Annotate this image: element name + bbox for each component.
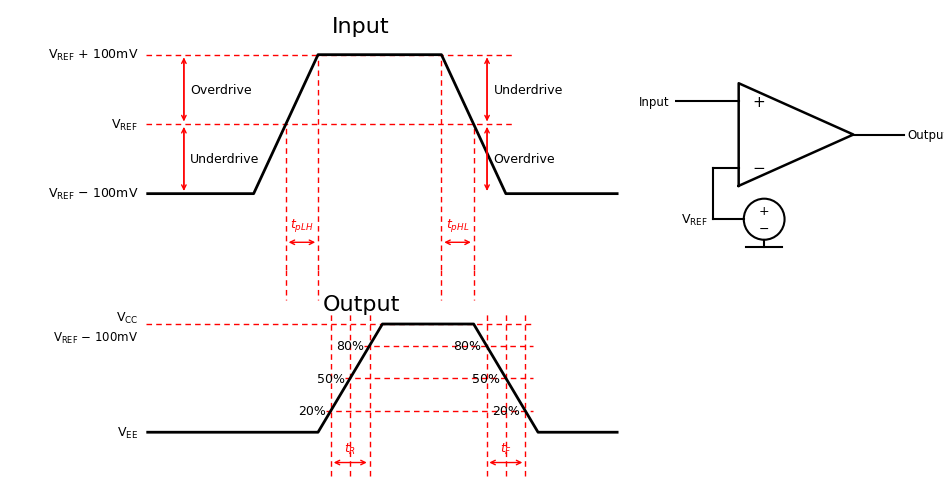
Text: Output: Output [322, 294, 399, 314]
Text: +: + [759, 204, 769, 217]
Text: Overdrive: Overdrive [494, 153, 555, 166]
Text: Overdrive: Overdrive [191, 84, 252, 97]
Text: $\mathregular{V_{REF}}$: $\mathregular{V_{REF}}$ [682, 212, 708, 227]
Text: Input: Input [639, 96, 670, 109]
Text: −: − [759, 222, 769, 235]
Text: $\mathregular{V_{REF}}$ − 100mV: $\mathregular{V_{REF}}$ − 100mV [53, 330, 138, 345]
Text: 50%: 50% [317, 372, 345, 385]
Text: 80%: 80% [453, 340, 481, 352]
Text: Underdrive: Underdrive [494, 84, 563, 97]
Text: 50%: 50% [472, 372, 500, 385]
Text: 20%: 20% [492, 404, 520, 417]
Text: Output: Output [907, 129, 944, 142]
Text: $\mathregular{V_{REF}}$: $\mathregular{V_{REF}}$ [111, 117, 138, 132]
Text: $t_R$: $t_R$ [345, 441, 356, 456]
Text: +: + [752, 95, 766, 109]
Text: $\mathregular{V_{CC}}$: $\mathregular{V_{CC}}$ [116, 310, 138, 326]
Text: $\mathregular{V_{EE}}$: $\mathregular{V_{EE}}$ [117, 425, 138, 440]
Text: 80%: 80% [336, 340, 364, 352]
Text: −: − [752, 161, 766, 176]
Text: $\mathregular{V_{REF}}$ − 100mV: $\mathregular{V_{REF}}$ − 100mV [48, 187, 138, 202]
Text: $t_{pLH}$: $t_{pLH}$ [290, 216, 313, 233]
Text: $t_{pHL}$: $t_{pHL}$ [446, 216, 469, 233]
Text: $t_F$: $t_F$ [499, 441, 512, 456]
Text: Underdrive: Underdrive [191, 153, 260, 166]
Text: $\mathregular{V_{REF}}$ + 100mV: $\mathregular{V_{REF}}$ + 100mV [48, 48, 138, 63]
Text: 20%: 20% [297, 404, 326, 417]
Text: Input: Input [332, 17, 390, 37]
